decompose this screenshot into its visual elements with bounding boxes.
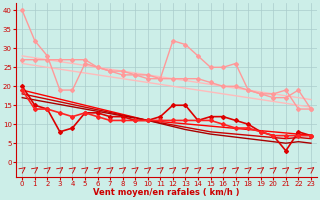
X-axis label: Vent moyen/en rafales ( km/h ): Vent moyen/en rafales ( km/h ) (93, 188, 240, 197)
